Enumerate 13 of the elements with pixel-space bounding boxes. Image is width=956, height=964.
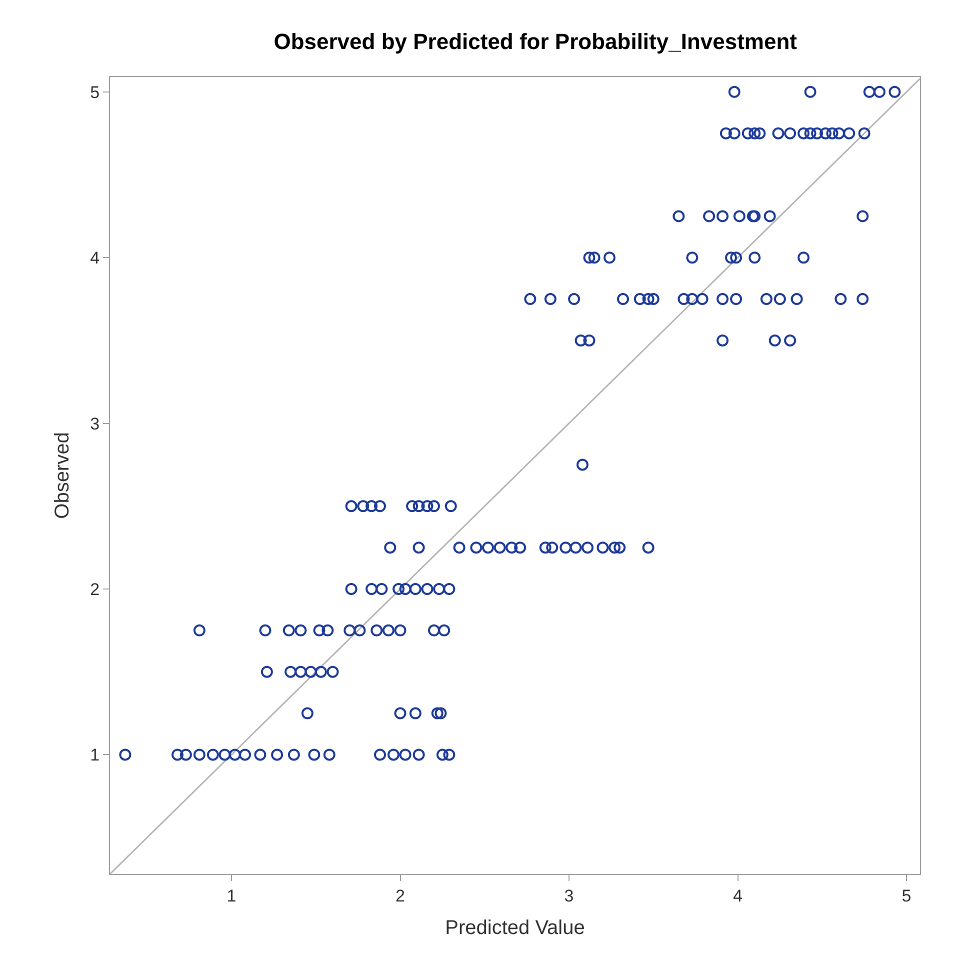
x-tick-label: 1: [226, 886, 236, 906]
x-axis-title: Predicted Value: [445, 916, 585, 939]
x-tick-label: 4: [733, 886, 742, 906]
x-tick-label: 2: [396, 886, 405, 906]
x-tick-label: 3: [564, 886, 574, 906]
y-axis-title: Observed: [52, 432, 74, 519]
y-tick-label: 2: [90, 580, 100, 599]
y-tick-label: 1: [90, 746, 100, 765]
y-tick-label: 4: [90, 248, 100, 268]
y-tick-label: 3: [90, 414, 100, 434]
y-tick-label: 5: [90, 82, 100, 102]
chart-title: Observed by Predicted for Probability_Investment: [274, 29, 798, 54]
x-tick-label: 5: [902, 886, 912, 906]
